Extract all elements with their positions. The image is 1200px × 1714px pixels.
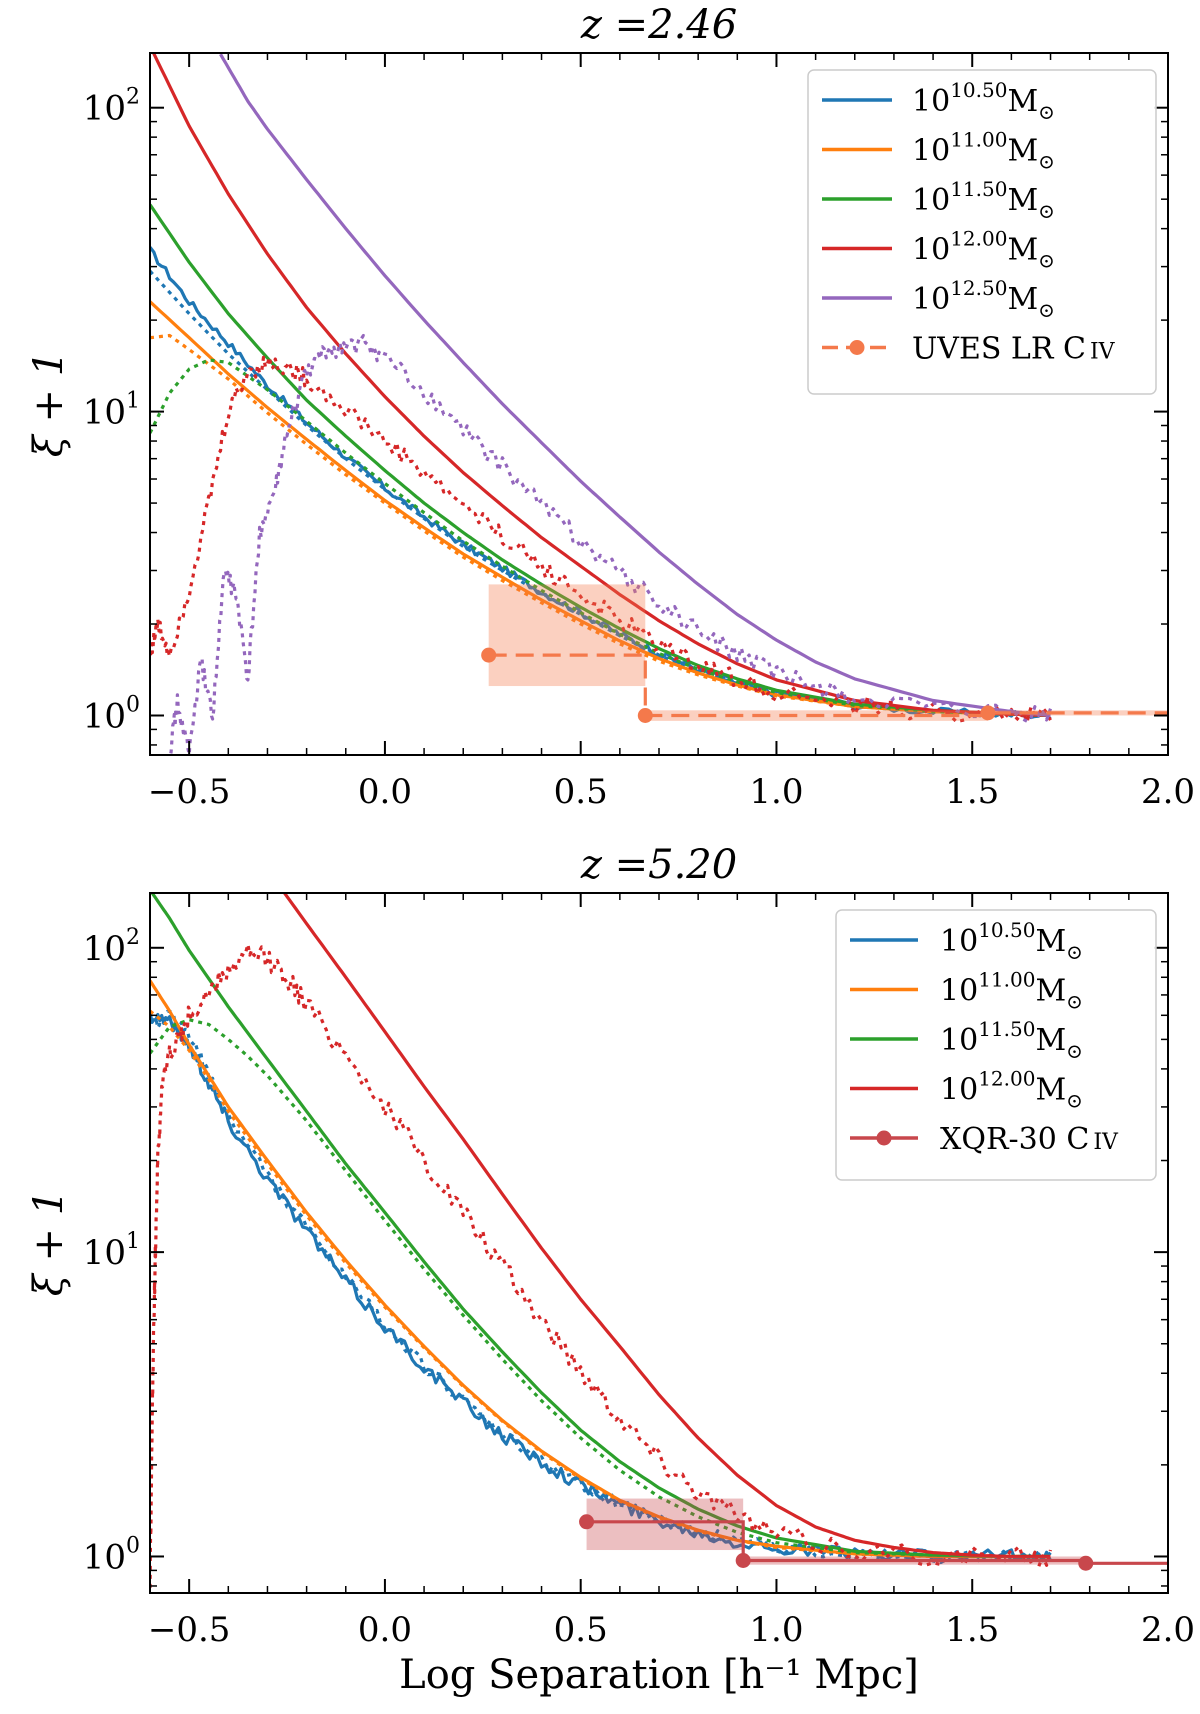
legend-frame: [835, 909, 1157, 1181]
legend-label: UVES LR C IV: [912, 332, 1116, 367]
x-axis-label: Log Separation [h⁻¹ Mpc]: [399, 1652, 919, 1698]
x-tick-label: 0.0: [358, 1610, 412, 1650]
legend-label: 1010.50M⊙: [940, 918, 1083, 964]
legend-label: XQR-30 C IV: [940, 1122, 1119, 1157]
series-line-green: [150, 203, 1051, 718]
x-tick-label: −0.5: [148, 1610, 231, 1650]
obs-point: [980, 705, 996, 721]
axis-ticks: −0.5 0.0 0.5 1.0 1.5 2.0 100 101 102: [83, 53, 1195, 812]
x-tick-label: 2.0: [1141, 1610, 1195, 1650]
legend-label: 1012.00M⊙: [940, 1067, 1083, 1113]
obs-error-box: [488, 584, 646, 687]
obs-step-line: [488, 653, 1168, 718]
legend-entry: 1012.50M⊙: [822, 276, 1055, 322]
legend-label: 1011.00M⊙: [940, 968, 1083, 1014]
panel-title: z =5.20: [580, 842, 737, 888]
series-line-orange-dotted: [150, 333, 1051, 718]
series-line-green: [150, 893, 1051, 1559]
legend-entry: 1010.50M⊙: [850, 918, 1083, 964]
series-line-red-dotted: [150, 355, 1052, 724]
legend: 1010.50M⊙1011.00M⊙1011.50M⊙1012.00M⊙ XQR-…: [835, 909, 1157, 1181]
series-line-orange-dotted: [150, 1009, 1051, 1559]
obs-step-line: [586, 1520, 1168, 1565]
x-tick-label: 0.5: [554, 1610, 608, 1650]
obs-point: [1078, 1555, 1094, 1571]
legend-marker: [876, 1130, 892, 1146]
legend: 1010.50M⊙1011.00M⊙1011.50M⊙1012.00M⊙1012…: [807, 69, 1157, 395]
legend-entry: 1011.50M⊙: [850, 1017, 1083, 1063]
y-tick-label: 101: [83, 389, 140, 433]
legend-entry: 1010.50M⊙: [822, 78, 1055, 124]
x-tick-label: 0.0: [358, 772, 412, 812]
series-group: [150, 893, 1053, 1588]
legend-label: 1011.50M⊙: [912, 177, 1055, 223]
series-line-purple-dotted: [168, 333, 1053, 755]
x-tick-label: 1.5: [945, 772, 999, 812]
x-tick-label: 0.5: [554, 772, 608, 812]
series-line-green-dotted: [150, 358, 1051, 718]
y-tick-label: 101: [83, 1229, 140, 1273]
obs-point: [579, 1514, 595, 1530]
legend-label: 1010.50M⊙: [912, 78, 1055, 124]
legend-entry: XQR-30 C IV: [850, 1122, 1119, 1157]
x-tick-label: 1.5: [945, 1610, 999, 1650]
panel-title: z =2.46: [580, 2, 737, 48]
legend-entry: UVES LR C IV: [822, 332, 1116, 367]
y-tick-label: 100: [83, 692, 140, 736]
legend-entry: 1011.50M⊙: [822, 177, 1055, 223]
obs-error-box: [586, 1498, 744, 1551]
series-line-purple: [219, 53, 1051, 718]
series-line-red: [151, 53, 1051, 718]
obs-point: [637, 707, 653, 723]
x-tick-label: 2.0: [1141, 772, 1195, 812]
y-axis-label: ξ + 1: [26, 351, 72, 457]
series-group: [150, 53, 1053, 755]
legend-label: 1012.50M⊙: [912, 276, 1055, 322]
legend-label: 1011.00M⊙: [912, 128, 1055, 174]
obs-point: [481, 647, 497, 663]
axis-ticks: −0.5 0.0 0.5 1.0 1.5 2.0 100 101 102: [83, 893, 1195, 1650]
y-tick-label: 100: [83, 1533, 140, 1577]
top-panel-z-2.46: z =2.46 −0.5 0.0 0.5 1.0 1.5 2.0 100 101 102 ξ +…: [26, 2, 1195, 812]
legend-entry: 1011.00M⊙: [822, 128, 1055, 174]
series-line-red: [282, 893, 1051, 1559]
legend-marker: [849, 340, 865, 355]
legend-entry: 1011.00M⊙: [850, 968, 1083, 1014]
legend-label: 1012.00M⊙: [912, 227, 1055, 273]
y-axis-label: ξ + 1: [26, 1190, 72, 1296]
legend-entry: 1012.00M⊙: [822, 227, 1055, 273]
bottom-panel-z-5.20: z =5.20 −0.5 0.0 0.5 1.0 1.5 2.0 100 101 102 ξ +…: [26, 842, 1195, 1650]
observation-group: [481, 584, 1168, 723]
legend-entry: 1012.00M⊙: [850, 1067, 1083, 1113]
observation-group: [579, 1498, 1168, 1571]
obs-point: [735, 1553, 751, 1569]
legend-label: 1011.50M⊙: [940, 1017, 1083, 1063]
legend-frame: [807, 69, 1157, 395]
y-tick-label: 102: [83, 85, 140, 129]
y-tick-label: 102: [83, 925, 140, 969]
x-tick-label: 1.0: [749, 772, 803, 812]
x-tick-label: 1.0: [749, 1610, 803, 1650]
x-tick-label: −0.5: [148, 772, 231, 812]
